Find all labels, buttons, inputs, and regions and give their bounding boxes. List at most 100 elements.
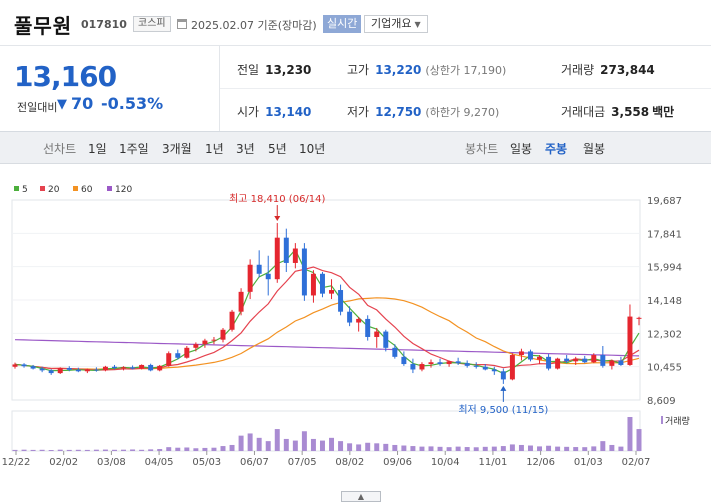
x-tick-label: 04/05: [145, 457, 174, 468]
candle-body: [57, 368, 63, 374]
company-overview-dropdown[interactable]: 기업개요 ▼: [364, 15, 428, 33]
candle-body: [21, 364, 27, 367]
x-tick-label: 08/02: [335, 457, 364, 468]
candle-body: [446, 361, 452, 365]
legend-swatch: [107, 186, 112, 191]
candle-body: [220, 329, 226, 340]
down-triangle-icon: ▼: [57, 97, 67, 112]
candle-body: [392, 347, 398, 357]
expand-chart-button[interactable]: ▲: [341, 491, 381, 502]
y-tick-label: 17,841: [647, 229, 682, 240]
volume-bar: [582, 447, 588, 451]
volume-bar: [591, 446, 597, 451]
volume-bar: [211, 447, 217, 451]
volume-bar: [500, 446, 506, 451]
volume-frame: [11, 410, 641, 452]
volume-bar: [130, 449, 136, 451]
stock-code: 017810: [81, 18, 127, 31]
candle-body: [609, 360, 615, 366]
candle-body: [256, 264, 262, 274]
volume-bar: [202, 447, 208, 451]
candle-body: [564, 358, 570, 362]
candle-body: [555, 358, 561, 369]
candle-weekly[interactable]: 주봉: [545, 142, 568, 156]
candle-body: [130, 367, 136, 369]
y-tick-label: 12,302: [647, 329, 682, 340]
candle-body: [139, 364, 145, 369]
candle-body: [229, 311, 235, 330]
volume-bar: [428, 446, 434, 451]
amount-value: 3,558: [611, 105, 650, 119]
x-tick-label: 11/01: [479, 457, 508, 468]
y-tick-label: 10,455: [647, 363, 682, 374]
volume-legend-label: 거래량: [665, 415, 690, 427]
volume-bar: [66, 449, 72, 451]
volume-bar: [57, 449, 63, 451]
realtime-button[interactable]: 실시간: [323, 15, 362, 33]
volume-bar: [518, 444, 524, 451]
candle-body: [546, 356, 552, 369]
candle-body: [175, 353, 181, 358]
volume-bar: [464, 447, 470, 451]
x-tick-label: 09/06: [383, 457, 412, 468]
candle-monthly[interactable]: 월봉: [583, 142, 606, 156]
period-5y[interactable]: 5년: [268, 142, 287, 156]
candle-body: [93, 369, 99, 371]
candle-daily[interactable]: 일봉: [510, 142, 533, 156]
candle-body: [356, 318, 362, 323]
period-1w[interactable]: 1주일: [119, 142, 149, 156]
volume-bar: [618, 446, 624, 451]
ma-line-20: [14, 266, 640, 371]
candle-body: [455, 361, 461, 364]
x-tick-label: 02/02: [49, 457, 78, 468]
volume-bar: [247, 433, 253, 451]
volume-bar: [111, 449, 117, 451]
calendar-icon: [177, 19, 187, 29]
y-tick-label: 15,994: [647, 263, 682, 274]
volume: 거래량 273,844: [561, 61, 655, 78]
candle-body: [482, 366, 488, 370]
period-3m[interactable]: 3개월: [162, 142, 192, 156]
volume-bar: [84, 449, 90, 451]
diff-percent: -0.53%: [101, 94, 164, 113]
volume-bar: [319, 440, 325, 451]
diff-label: 전일대비: [17, 101, 58, 114]
volume-bar: [636, 429, 642, 451]
candle-chart-label: 봉차트: [465, 142, 499, 156]
x-tick-label: 05/03: [192, 457, 221, 468]
volume-bar: [555, 446, 561, 451]
chart-toolbar: 선차트 1일 1주일 3개월 1년 3년 5년 10년 봉차트 일봉 주봉 월봉: [0, 132, 711, 164]
volume-bar: [292, 440, 298, 451]
volume-bar: [546, 445, 552, 451]
volume-bar: [21, 449, 27, 451]
candle-body: [202, 340, 208, 345]
price-chart: 5 20 60 120 거래량 최고 18,410 (06/14) 최저 9,500 (…: [0, 164, 711, 503]
y-tick-label: 19,687: [647, 196, 682, 207]
upper-limit: (상한가 17,190): [425, 64, 507, 77]
open-price: 시가 13,140: [237, 103, 311, 120]
amount-label: 거래대금: [561, 105, 606, 119]
candle-body: [274, 237, 280, 280]
company-overview-label: 기업개요: [371, 17, 412, 30]
legend-label: 20: [48, 185, 60, 195]
candle-body: [301, 248, 307, 296]
legend-swatch: [14, 186, 19, 191]
candle-body: [600, 355, 606, 366]
high-value: 13,220: [375, 63, 422, 77]
volume-bar: [509, 444, 515, 451]
volume-bar: [157, 449, 163, 451]
candle-body: [148, 364, 154, 371]
volume-bar: [229, 444, 235, 451]
x-tick-label: 07/05: [288, 457, 317, 468]
line-chart-label: 선차트: [43, 142, 77, 156]
candle-body: [329, 290, 335, 294]
high-label: 고가: [347, 63, 370, 77]
period-10y[interactable]: 10년: [299, 142, 326, 156]
x-tick-label: 01/03: [574, 457, 603, 468]
volume-bar: [482, 446, 488, 451]
period-3y[interactable]: 3년: [236, 142, 255, 156]
prev-close: 전일 13,230: [237, 61, 311, 78]
period-1y[interactable]: 1년: [205, 142, 224, 156]
period-1d[interactable]: 1일: [88, 142, 107, 156]
volume-bar: [48, 450, 54, 451]
